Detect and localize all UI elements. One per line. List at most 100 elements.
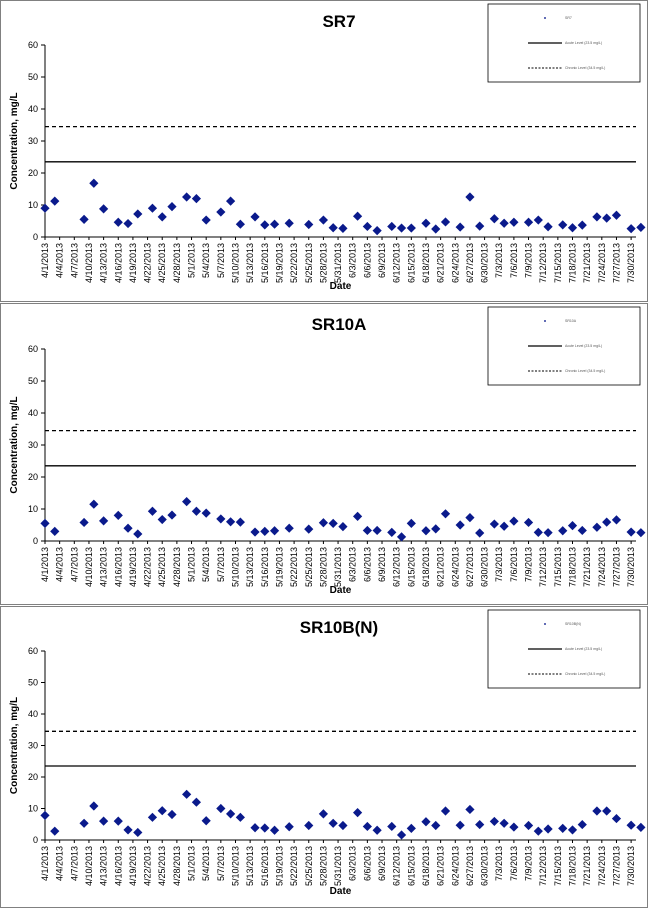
x-tick-label: 4/19/2013 <box>128 547 138 587</box>
data-point <box>387 821 397 832</box>
y-tick-label: 10 <box>28 804 38 814</box>
data-point <box>99 516 109 526</box>
legend-marker <box>544 17 546 19</box>
x-tick-label: 7/24/2013 <box>597 846 607 886</box>
x-tick-label: 4/1/2013 <box>40 547 50 582</box>
x-tick-label: 7/12/2013 <box>538 846 548 886</box>
data-point <box>304 820 314 831</box>
y-axis-title: Concentration, mg/L <box>9 396 20 493</box>
data-point <box>328 518 338 528</box>
x-tick-label: 5/25/2013 <box>304 547 314 587</box>
data-point <box>523 217 534 227</box>
data-point <box>338 820 348 831</box>
x-tick-label: 5/31/2013 <box>333 243 343 283</box>
x-tick-label: 4/25/2013 <box>157 547 167 587</box>
x-tick-label: 4/4/2013 <box>55 846 65 881</box>
chart-title: SR10B(N) <box>300 618 378 637</box>
x-tick-label: 5/1/2013 <box>187 846 197 881</box>
data-point <box>79 517 89 528</box>
data-point <box>250 212 260 222</box>
y-tick-label: 0 <box>33 536 38 546</box>
data-point <box>489 816 499 827</box>
x-tick-label: 4/7/2013 <box>69 846 79 881</box>
y-tick-label: 30 <box>28 440 38 450</box>
y-tick-label: 0 <box>33 835 38 845</box>
x-tick-label: 5/25/2013 <box>304 243 314 283</box>
x-tick-label: 7/12/2013 <box>538 243 548 283</box>
data-point <box>123 523 133 533</box>
x-tick-label: 4/13/2013 <box>99 243 109 283</box>
data-point <box>626 820 636 830</box>
x-tick-label: 5/4/2013 <box>201 243 211 278</box>
data-point <box>611 210 622 220</box>
x-tick-label: 6/9/2013 <box>377 547 387 582</box>
x-tick-label: 5/10/2013 <box>230 547 240 587</box>
x-tick-label: 7/3/2013 <box>494 547 504 582</box>
x-tick-label: 4/28/2013 <box>172 846 182 886</box>
chart-panel-2: SR10A Concentration, mg/L Date 0 10 20 30 40 50 6… <box>0 303 648 605</box>
x-tick-label: 5/1/2013 <box>187 243 197 278</box>
data-point <box>167 202 177 212</box>
data-point <box>626 224 636 234</box>
x-tick-label: 7/24/2013 <box>597 243 607 283</box>
y-tick-label: 40 <box>28 408 38 418</box>
y-tick-label: 60 <box>28 344 38 354</box>
data-point <box>123 218 133 229</box>
x-tick-label: 6/24/2013 <box>450 243 460 283</box>
data-point <box>201 215 211 225</box>
data-point <box>284 822 294 832</box>
data-point <box>216 207 226 217</box>
data-point <box>567 521 578 531</box>
x-tick-label: 5/31/2013 <box>333 846 343 886</box>
x-tick-label: 5/22/2013 <box>289 846 299 886</box>
legend-label: Acute Level (23.5 mg/L) <box>565 41 602 45</box>
x-tick-label: 7/30/2013 <box>626 547 636 587</box>
x-tick-label: 5/28/2013 <box>318 846 328 886</box>
y-tick-label: 20 <box>28 772 38 782</box>
x-tick-label: 4/25/2013 <box>157 846 167 886</box>
data-point <box>431 224 441 234</box>
x-tick-label: 5/22/2013 <box>289 547 299 587</box>
y-tick-label: 40 <box>28 709 38 719</box>
x-tick-label: 7/12/2013 <box>538 547 548 587</box>
x-tick-label: 7/27/2013 <box>611 547 621 587</box>
x-tick-label: 4/16/2013 <box>113 846 123 886</box>
legend-label: Acute Level (23.5 mg/L) <box>565 647 602 651</box>
x-tick-label: 6/15/2013 <box>406 547 416 587</box>
data-point <box>182 789 192 799</box>
x-tick-label: 6/15/2013 <box>406 846 416 886</box>
x-tick-label: 7/9/2013 <box>524 846 534 881</box>
x-tick-label: 4/19/2013 <box>128 846 138 886</box>
x-tick-label: 5/13/2013 <box>245 547 255 587</box>
data-point <box>387 221 397 232</box>
x-tick-label: 4/13/2013 <box>99 547 109 587</box>
data-point <box>431 524 441 534</box>
x-tick-label: 7/6/2013 <box>509 243 519 278</box>
data-point <box>157 212 167 222</box>
data-point <box>475 528 485 538</box>
x-tick-label: 7/3/2013 <box>494 243 504 278</box>
data-point <box>431 820 441 831</box>
data-point <box>113 217 123 227</box>
legend: SR10B(N) Acute Level (23.5 mg/L) Chronic L… <box>487 609 641 689</box>
x-tick-label: 4/1/2013 <box>40 846 50 881</box>
data-point <box>636 528 646 538</box>
x-tick-label: 4/10/2013 <box>84 846 94 886</box>
data-point <box>79 818 89 828</box>
data-point <box>421 526 431 536</box>
data-point <box>577 220 587 230</box>
data-point <box>216 803 226 814</box>
y-axis-title: Concentration, mg/L <box>9 697 20 794</box>
data-point <box>235 812 245 822</box>
data-point <box>133 827 143 838</box>
data-point <box>352 211 363 221</box>
x-tick-label: 4/22/2013 <box>143 846 153 886</box>
data-point <box>372 226 382 236</box>
x-tick-label: 6/12/2013 <box>392 846 402 886</box>
y-tick-label: 30 <box>28 741 38 751</box>
data-point <box>406 223 416 233</box>
data-point <box>577 819 587 830</box>
legend-label: Acute Level (23.5 mg/L) <box>565 344 602 348</box>
y-tick-label: 50 <box>28 376 38 386</box>
data-point <box>167 809 177 820</box>
